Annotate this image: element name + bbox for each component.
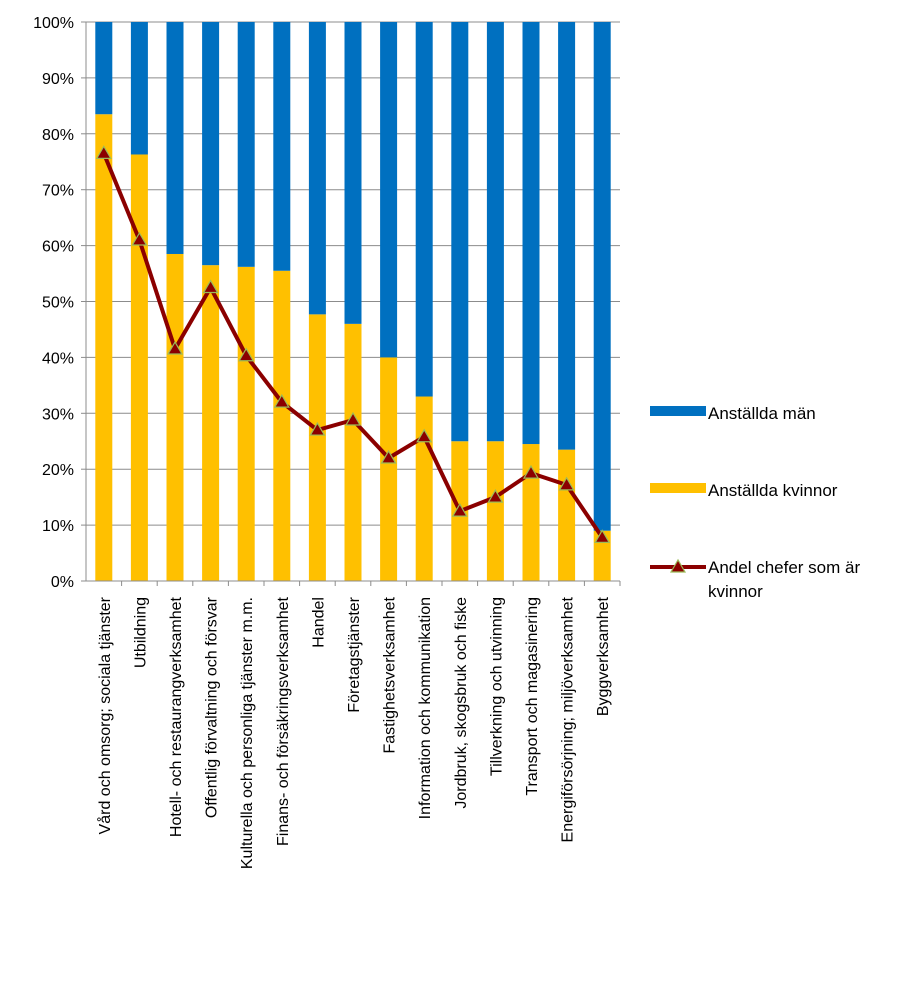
y-tick-label: 50%: [42, 295, 74, 312]
bar-men: [166, 22, 184, 254]
line-marker: [594, 529, 611, 543]
category-label: Fastighetsverksamhet: [382, 596, 399, 753]
legend-swatch-men: [650, 406, 706, 416]
bar-men: [344, 22, 362, 324]
category-label: Finans- och försäkringsverksamhet: [275, 596, 292, 846]
y-tick-label: 0%: [51, 574, 74, 591]
bar-men: [308, 22, 326, 315]
y-tick-label: 10%: [42, 518, 74, 535]
category-label: Företagstjänster: [346, 596, 363, 712]
legend-label-men: Anställda män: [708, 404, 816, 423]
line-marker: [309, 421, 326, 436]
legend-marker-managers: [669, 558, 687, 573]
bar-women: [486, 441, 504, 581]
bar-women: [95, 114, 113, 582]
y-tick-label: 30%: [42, 406, 74, 423]
bar-men: [202, 22, 220, 266]
bar-men: [451, 22, 469, 442]
y-tick-label: 40%: [42, 350, 74, 367]
bar-men: [95, 22, 113, 115]
legend-swatch-women: [650, 483, 706, 493]
bar-women: [415, 396, 433, 581]
axes: [81, 21, 621, 586]
y-tick-label: 60%: [42, 239, 74, 256]
category-label: Transport och magasinering: [524, 597, 541, 796]
y-axis-tick-labels: 0% 10% 20% 30% 40% 50% 60% 70% 80% 90% 100%: [33, 15, 74, 591]
bar-men: [486, 22, 504, 442]
category-label: Handel: [310, 597, 327, 648]
line-marker: [95, 145, 112, 159]
category-label: Hotell- och restaurangverksamhet: [168, 596, 185, 837]
bar-women: [202, 265, 220, 581]
line-marker: [380, 449, 397, 464]
line-marker: [487, 488, 504, 503]
bar-men: [593, 22, 611, 531]
line-marker: [273, 393, 290, 408]
bar-women: [522, 444, 540, 581]
line-marker: [166, 340, 184, 355]
y-tick-label: 20%: [42, 462, 74, 479]
line-marker: [416, 428, 433, 443]
legend-label-managers: Andel chefer som är kvinnor: [708, 558, 860, 601]
legend: Anställda män Anställda kvinnor Andel chef…: [650, 404, 860, 601]
category-label: Vård och omsorg; sociala tjänster: [96, 596, 114, 834]
bar-women: [593, 530, 611, 581]
bar-men: [415, 22, 433, 397]
bar-men: [273, 22, 291, 271]
line-marker: [522, 464, 540, 479]
bar-women: [308, 314, 326, 581]
line-marker: [131, 231, 148, 246]
category-label: Information och kommunikation: [417, 597, 434, 819]
category-label: Utbildning: [132, 597, 149, 668]
bar-women: [166, 253, 184, 582]
bar-men: [558, 22, 576, 450]
line-series: [95, 145, 611, 543]
legend-label-women: Anställda kvinnor: [708, 481, 838, 500]
bar-men: [237, 22, 255, 267]
bar-women: [558, 449, 576, 581]
line-marker: [238, 347, 255, 362]
y-tick-label: 90%: [42, 71, 74, 88]
bar-women: [344, 323, 362, 581]
bars: [95, 22, 611, 582]
bar-women: [237, 266, 255, 581]
category-label: Jordbruk, skogsbruk och fiske: [453, 597, 470, 809]
category-label: Offentlig förvaltning och försvar: [204, 596, 221, 818]
y-tick-label: 80%: [42, 127, 74, 144]
line-marker: [344, 411, 362, 426]
category-label: Byggverksamhet: [595, 596, 612, 716]
line-marker: [202, 279, 219, 294]
bar-men: [522, 22, 540, 445]
bar-men: [130, 22, 148, 155]
y-tick-label: 70%: [42, 183, 74, 200]
bar-women: [273, 270, 291, 581]
y-tick-label: 100%: [33, 15, 74, 32]
bar-men: [380, 22, 398, 358]
line-marker: [558, 476, 575, 491]
category-label: Kulturella och personliga tjänster m.m.: [239, 597, 256, 869]
bar-women: [130, 154, 148, 581]
line-marker: [451, 502, 468, 517]
category-label: Energiförsörjning; miljöverksamhet: [560, 596, 577, 842]
bar-women: [380, 357, 398, 581]
x-axis-category-labels: Vård och omsorg; sociala tjänster Utbildn…: [96, 596, 612, 869]
category-label: Tillverkning och utvinning: [488, 597, 505, 776]
